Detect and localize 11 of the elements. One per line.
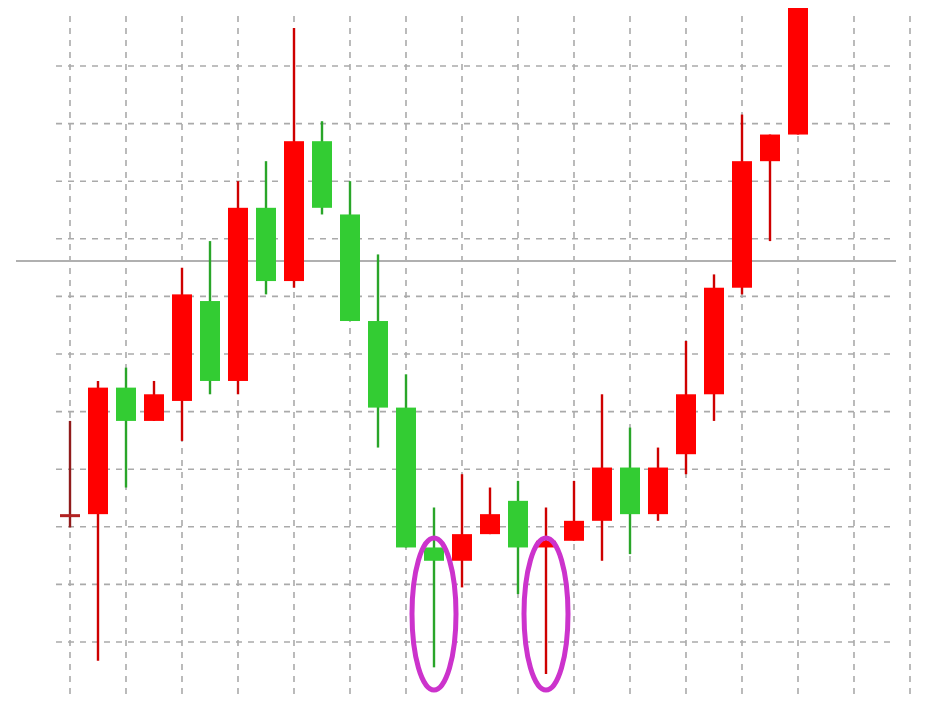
candlestick [508,479,528,596]
candlestick [424,506,444,669]
candlestick [116,366,136,489]
candlestick [480,486,500,536]
candlestick [648,446,668,523]
candlestick [144,379,164,423]
candlestick [760,133,780,243]
candlestick [452,473,472,589]
candlestick [60,419,80,529]
candlestick [620,426,640,556]
candlestick [564,479,584,542]
